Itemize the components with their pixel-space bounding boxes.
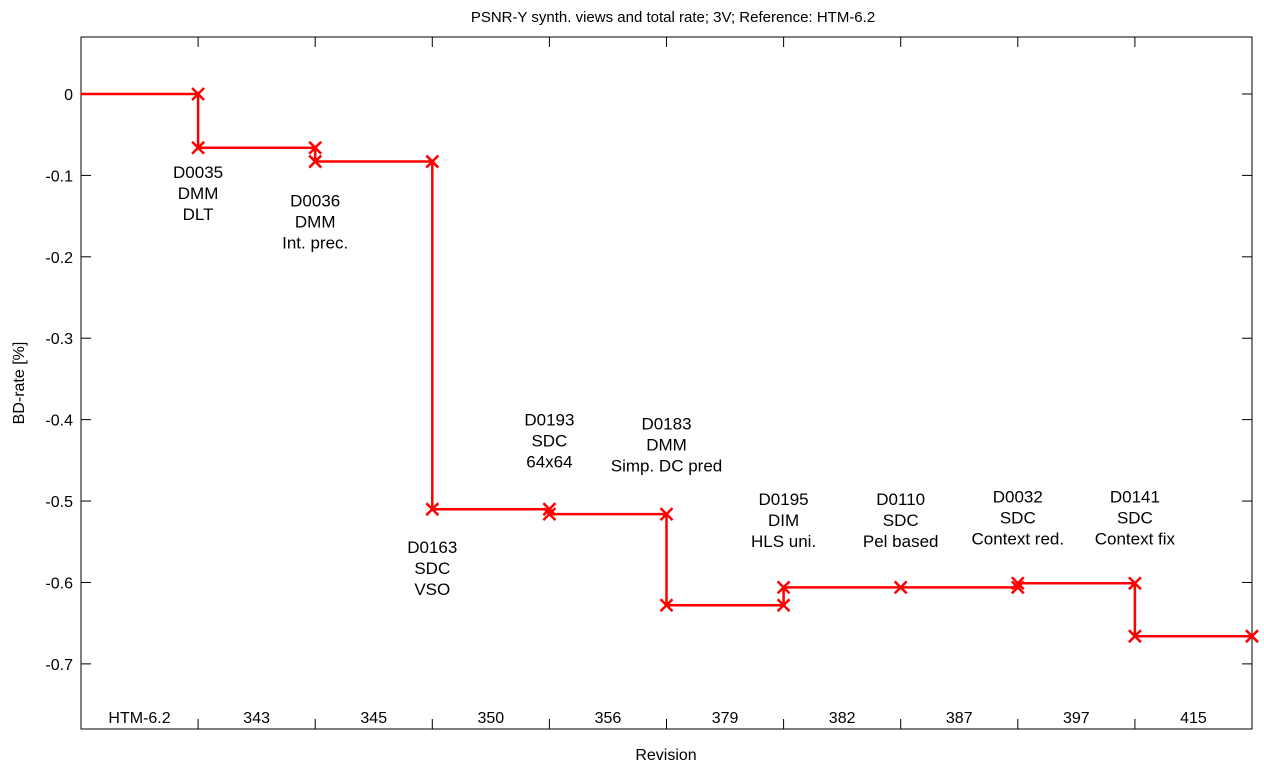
data-point-marker [542, 507, 557, 521]
y-tick-label: -0.6 [45, 575, 73, 592]
annotations: D0035 DMM DLT D0036 DMM Int. prec. D0163 SDC VSO… [173, 163, 1176, 599]
x-axis-label: Revision [635, 747, 696, 764]
revision-label: 387 [946, 710, 973, 727]
chart-title: PSNR-Y synth. views and total rate; 3V; … [471, 9, 875, 26]
annotation-label: D0032 SDC Context red. [971, 488, 1064, 549]
y-tick-label: 0 [64, 87, 73, 104]
annotation-label: D0036 DMM Int. prec. [282, 191, 348, 252]
data-point-marker [425, 502, 440, 517]
revision-label: 343 [243, 710, 270, 727]
data-point-marker [1128, 576, 1142, 591]
data-point-marker [1245, 629, 1259, 644]
revision-label: 356 [595, 710, 622, 727]
data-point-marker [425, 154, 440, 169]
y-tick-label: -0.2 [45, 250, 73, 267]
annotation-label: D0193 SDC 64x64 [524, 410, 574, 471]
revision-label: 397 [1063, 710, 1090, 727]
data-point-marker [659, 598, 674, 613]
data-point-marker [776, 580, 791, 595]
bd-rate-series [81, 87, 1259, 644]
y-tick-label: -0.1 [45, 168, 73, 185]
x-axis-revisions: HTM-6.2 343 345 350 356 379 382 387 397 415 [108, 37, 1207, 729]
annotation-label: D0183 DMM Simp. DC pred [611, 414, 722, 475]
annotation-label: D0035 DMM DLT [173, 163, 223, 224]
data-point-marker [659, 507, 674, 521]
data-point-marker [308, 154, 323, 169]
data-point-marker [776, 598, 791, 613]
annotation-label: D0110 SDC Pel based [863, 490, 939, 551]
y-tick-label: -0.5 [45, 494, 73, 511]
data-point-marker [1010, 580, 1025, 595]
data-point-marker [542, 502, 557, 517]
y-tick-label: -0.4 [45, 413, 73, 430]
revision-label: HTM-6.2 [108, 710, 170, 727]
y-axis: 0 -0.1 -0.2 -0.3 -0.4 -0.5 -0.6 -0.7 [45, 87, 1252, 674]
y-tick-label: -0.3 [45, 331, 73, 348]
annotation-label: D0195 DIM HLS uni. [751, 490, 816, 551]
revision-label: 382 [829, 710, 856, 727]
data-point-marker [1128, 629, 1142, 644]
y-tick-label: -0.7 [45, 657, 73, 674]
y-axis-label: BD-rate [%] [11, 342, 28, 425]
data-point-marker [1010, 576, 1025, 591]
data-point-marker [191, 140, 205, 155]
revision-label: 350 [477, 710, 504, 727]
revision-label: 415 [1180, 710, 1207, 727]
annotation-label: D0163 SDC VSO [407, 538, 457, 599]
revision-label: 379 [712, 710, 739, 727]
annotation-label: D0141 SDC Context fix [1095, 488, 1176, 549]
data-point-marker [191, 87, 205, 101]
revision-label: 345 [360, 710, 387, 727]
data-point-marker [893, 580, 908, 595]
data-point-marker [308, 140, 323, 155]
plot-frame [80, 36, 1253, 730]
